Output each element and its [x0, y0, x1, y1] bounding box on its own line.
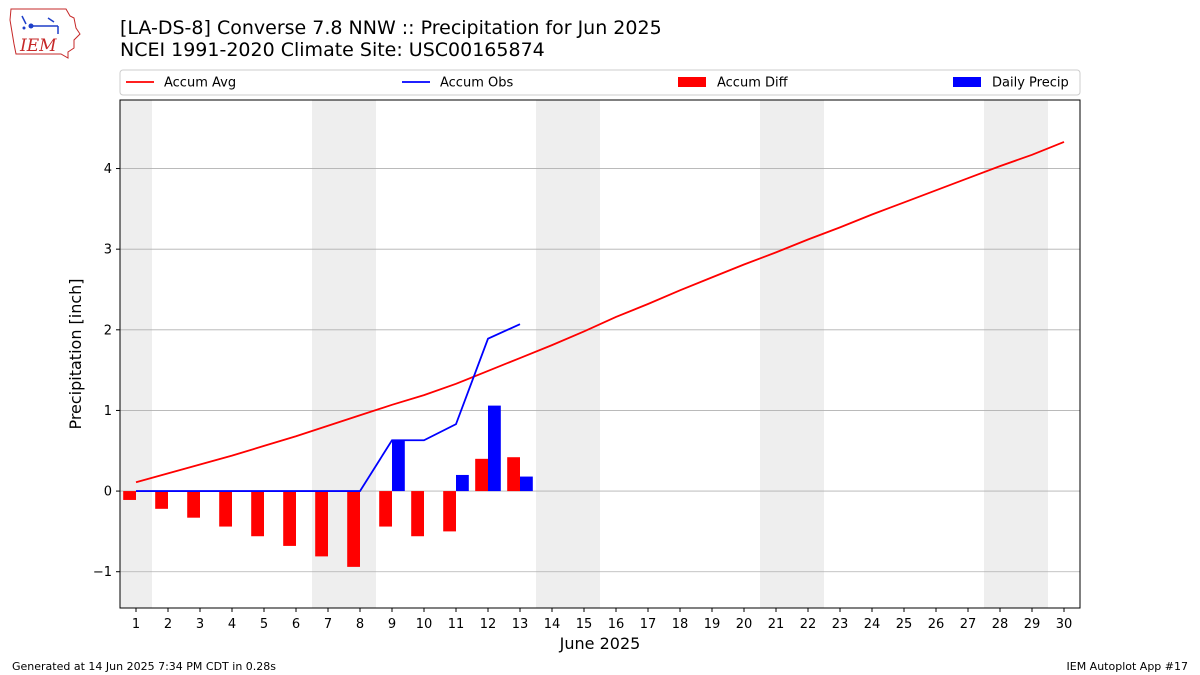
legend-label-accum-avg: Accum Avg	[164, 76, 236, 91]
x-tick-label: 23	[832, 617, 849, 632]
x-tick-label: 8	[356, 617, 364, 632]
x-tick-label: 25	[896, 617, 913, 632]
y-tick-label: 3	[104, 243, 112, 258]
accum-diff-bar	[283, 491, 296, 546]
accum-diff-bar	[315, 491, 328, 557]
x-tick-label: 24	[864, 617, 881, 632]
legend-box	[119, 69, 1081, 96]
y-tick-label: −1	[93, 565, 112, 580]
legend-swatch-daily-precip	[953, 77, 981, 87]
iowa-outline-icon	[9, 8, 81, 59]
y-tick-label: 0	[104, 485, 112, 500]
x-tick-label: 20	[736, 617, 753, 632]
x-tick-label: 29	[1024, 617, 1041, 632]
x-tick-label: 3	[196, 617, 204, 632]
x-tick-label: 9	[388, 617, 396, 632]
weekend-band	[760, 100, 824, 608]
accum-diff-bar	[443, 491, 456, 532]
accum-diff-bar	[155, 491, 168, 509]
accum-diff-bar	[411, 491, 424, 537]
station-dot	[28, 23, 34, 29]
accum-diff-bar	[187, 491, 200, 518]
x-tick-label: 26	[928, 617, 945, 632]
daily-precip-bar	[520, 476, 533, 492]
legend-label-accum-diff: Accum Diff	[717, 76, 789, 91]
x-tick-label: 2	[164, 617, 172, 632]
x-tick-label: 19	[704, 617, 721, 632]
y-tick-label: 4	[104, 162, 112, 177]
plot-frame	[119, 99, 1081, 609]
y-axis-ticks: −1 0 1 2 3 4	[93, 162, 120, 580]
accum-avg-line	[135, 141, 1065, 484]
x-tick-label: 17	[640, 617, 657, 632]
y-tick-label: 2	[104, 323, 112, 338]
x-tick-label: 7	[324, 617, 332, 632]
x-axis-ticks: 1 2 3 4 5 6 7 8 9 10 11 12 13 14 15 16 17 18 19 20 21 22 23 24 2…	[132, 608, 1072, 632]
legend-label-accum-obs: Accum Obs	[440, 76, 513, 91]
generated-footer: Generated at 14 Jun 2025 7:34 PM CDT in …	[12, 660, 277, 673]
y-tick-label: 1	[104, 404, 112, 419]
accum-diff-bar	[347, 491, 360, 567]
daily-precip-bar	[456, 474, 469, 492]
x-tick-label: 15	[576, 617, 593, 632]
x-tick-label: 28	[992, 617, 1009, 632]
chart-title: [LA-DS-8] Converse 7.8 NNW :: Precipitat…	[120, 17, 662, 61]
accum-obs-line	[136, 323, 521, 492]
x-tick-label: 14	[544, 617, 561, 632]
x-tick-label: 18	[672, 617, 689, 632]
accum-diff-bar	[507, 457, 520, 492]
daily-precip-bar	[392, 440, 405, 492]
accum-diff-bar	[123, 491, 136, 500]
x-tick-label: 16	[608, 617, 625, 632]
x-tick-label: 13	[512, 617, 529, 632]
x-tick-label: 4	[228, 617, 236, 632]
accum-diff-bar	[475, 458, 488, 492]
accum-diff-bar	[251, 491, 264, 537]
x-tick-label: 10	[416, 617, 433, 632]
x-tick-label: 22	[800, 617, 817, 632]
title-line-1: [LA-DS-8] Converse 7.8 NNW :: Precipitat…	[120, 17, 662, 39]
y-axis-label: Precipitation [inch]	[66, 278, 85, 429]
weekend-band	[120, 100, 152, 608]
weekend-band	[536, 100, 600, 608]
accum-diff-bar	[219, 491, 232, 527]
x-tick-label: 11	[448, 617, 465, 632]
accum-diff-bar	[379, 491, 392, 527]
weekend-band	[984, 100, 1048, 608]
x-tick-label: 5	[260, 617, 268, 632]
station-dot	[22, 26, 26, 30]
app-footer: IEM Autoplot App #17	[1066, 660, 1189, 673]
iem-logo: IEM	[9, 8, 81, 59]
x-tick-label: 1	[132, 617, 140, 632]
daily-precip-bar	[488, 405, 501, 492]
x-tick-label: 21	[768, 617, 785, 632]
legend-swatch-accum-diff	[678, 77, 706, 87]
x-tick-label: 30	[1056, 617, 1073, 632]
legend-label-daily-precip: Daily Precip	[992, 76, 1069, 91]
x-tick-label: 12	[480, 617, 497, 632]
bars	[123, 405, 533, 567]
lines	[135, 141, 1065, 492]
x-tick-label: 6	[292, 617, 300, 632]
weather-station-icon	[21, 15, 59, 34]
title-line-2: NCEI 1991-2020 Climate Site: USC00165874	[120, 39, 545, 61]
legend: Accum Avg Accum Obs Accum Diff Daily Pre…	[119, 69, 1081, 96]
x-axis-label: June 2025	[559, 634, 641, 653]
weekend-shading	[120, 100, 1048, 608]
x-tick-label: 27	[960, 617, 977, 632]
logo-text: IEM	[19, 36, 57, 56]
